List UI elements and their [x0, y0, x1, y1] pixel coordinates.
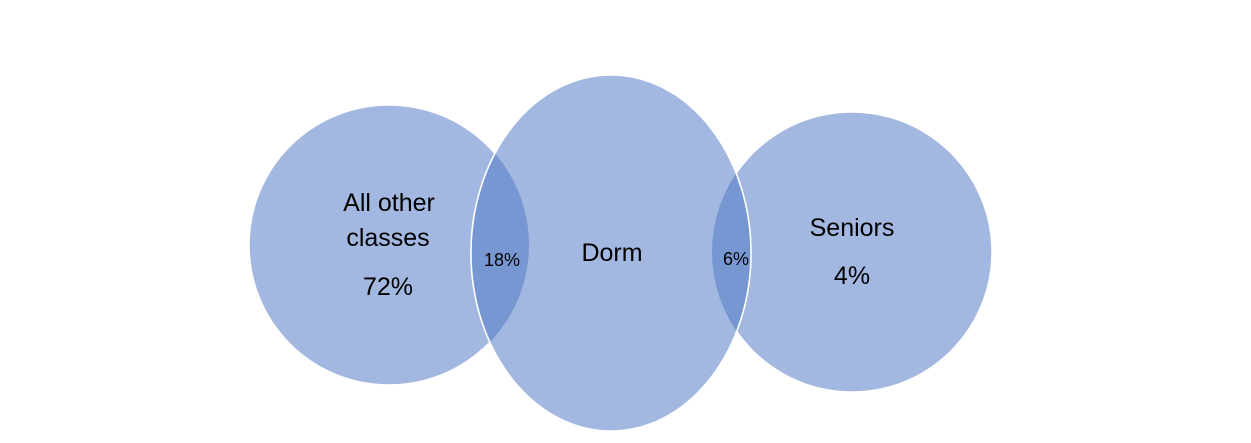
label-seniors: Seniors [810, 214, 895, 242]
value-seniors: 4% [834, 262, 870, 290]
overlap-dorm-seniors [712, 112, 752, 392]
label-all-other-line1: All other [343, 189, 435, 217]
value-all-other: 72% [363, 273, 413, 301]
value-overlap-other-dorm: 18% [484, 250, 520, 270]
overlap-other-dorm [470, 105, 529, 385]
label-all-other-line2: classes [346, 224, 429, 252]
circle-seniors [711, 111, 993, 393]
value-overlap-dorm-seniors: 6% [723, 249, 749, 269]
label-dorm: Dorm [581, 239, 642, 267]
